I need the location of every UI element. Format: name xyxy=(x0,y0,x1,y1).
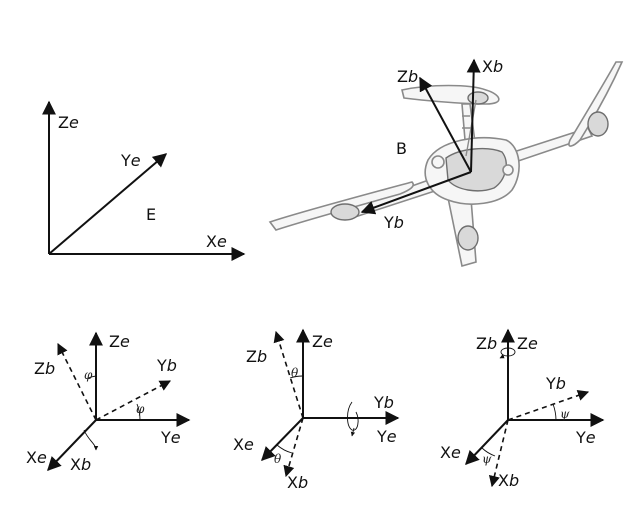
roll-yb-label: Yb xyxy=(156,356,177,375)
pitch-xe-axis xyxy=(261,417,304,462)
yaw-yb-label: Yb xyxy=(545,374,566,393)
quadrotor-detail-1 xyxy=(431,155,445,169)
pitch-yb-label: Yb xyxy=(373,393,394,412)
motor-back xyxy=(467,91,489,105)
quadrotor-detail-2 xyxy=(502,164,514,176)
roll-angle-arc-z xyxy=(87,375,97,379)
pitch-angle-x: θ xyxy=(274,452,282,466)
roll-rotation-arrow xyxy=(83,429,99,451)
roll-zb-label: Zb xyxy=(34,359,55,378)
yaw-ye-label: Ye xyxy=(575,428,596,447)
pitch-angle-arc-z xyxy=(289,375,304,379)
yaw-rotation-arrow xyxy=(499,354,505,359)
pitch-ye-label: Ye xyxy=(376,427,397,446)
roll-angle-arc-y xyxy=(136,403,141,421)
motor-front xyxy=(457,225,479,251)
pitch-rotation-loop xyxy=(347,401,359,431)
roll-ze-label: Ze xyxy=(109,332,130,351)
yaw-angle-arc-x xyxy=(481,447,496,457)
body-frame-label: B xyxy=(396,139,407,158)
pitch-angle-arc-x xyxy=(276,444,293,454)
roll-xe-label: Xe xyxy=(26,448,47,467)
roll-angle-y: φ xyxy=(136,402,145,416)
roll-panel: φ φ Ze Zb Yb Ye Xe Xb xyxy=(26,331,191,474)
earth-z-label: Ze xyxy=(58,113,79,132)
body-y-axis xyxy=(360,171,472,215)
pitch-xb-axis xyxy=(283,417,304,478)
yaw-xb-axis xyxy=(488,419,509,488)
pitch-rotation-arrow xyxy=(350,427,356,437)
pitch-xe-label: Xe xyxy=(233,435,254,454)
body-x-axis xyxy=(466,58,481,173)
pitch-zb-axis xyxy=(273,330,304,419)
pitch-ze-label: Ze xyxy=(312,332,333,351)
yaw-xe-axis xyxy=(465,419,509,466)
roll-xb-axis xyxy=(47,419,97,472)
earth-frame: Ze Ye E Xe xyxy=(42,100,246,261)
motor-right xyxy=(587,111,609,137)
yaw-rotation-loop xyxy=(500,347,516,357)
earth-y-axis xyxy=(48,153,168,255)
roll-zb-axis xyxy=(57,342,97,421)
yaw-xb-label: Xb xyxy=(498,471,519,490)
body-y-label: Yb xyxy=(383,213,404,232)
yaw-panel: ψ ψ Zb Ze Yb Ye Xe Xb xyxy=(440,328,605,490)
quadrotor-electronics xyxy=(445,147,507,192)
motor-left xyxy=(330,203,360,221)
yaw-xe-label: Xe xyxy=(440,443,461,462)
quadrotor-illustration xyxy=(268,61,624,268)
yaw-yb-axis xyxy=(507,390,590,421)
yaw-zb-label: Zb xyxy=(476,334,497,353)
roll-angle-z: φ xyxy=(84,368,93,382)
roll-ye-label: Ye xyxy=(160,428,181,447)
body-x-label: Xb xyxy=(482,57,503,76)
propeller-right xyxy=(568,61,624,147)
arm-edge xyxy=(465,99,477,157)
body-z-axis xyxy=(419,76,472,173)
body-z-label: Zb xyxy=(397,67,418,86)
pitch-xb-label: Xb xyxy=(287,473,308,492)
yaw-ze-label: Ze xyxy=(517,334,538,353)
earth-x-label: Xe xyxy=(206,232,227,251)
roll-yb-axis xyxy=(95,380,171,421)
yaw-angle-x: ψ xyxy=(482,452,492,466)
yaw-angle-y: ψ xyxy=(560,407,570,421)
yaw-angle-arc-y xyxy=(552,403,557,421)
roll-xb-label: Xb xyxy=(70,455,91,474)
earth-y-label: Ye xyxy=(120,151,141,170)
earth-frame-label: E xyxy=(146,205,156,224)
pitch-angle-z: θ xyxy=(291,366,299,380)
pitch-zb-label: Zb xyxy=(246,347,267,366)
body-frame: Zb Xb B Yb xyxy=(360,57,503,232)
pitch-panel: θ θ Zb Ze Yb Ye Xe Xb xyxy=(233,328,400,492)
